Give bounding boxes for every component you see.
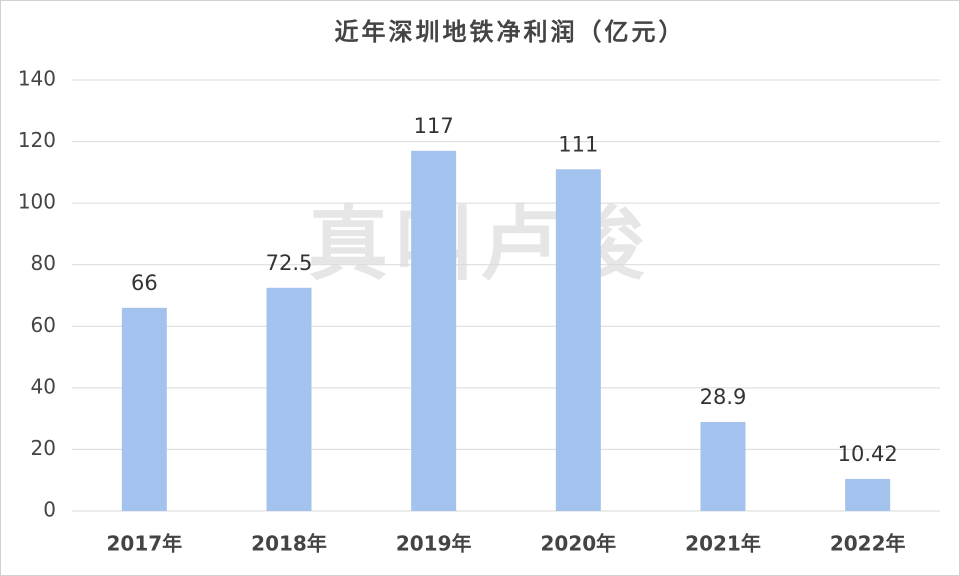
bar <box>411 150 457 512</box>
x-tick-label: 2021年 <box>685 532 761 556</box>
value-label: 117 <box>414 114 454 138</box>
value-label: 72.5 <box>266 251 313 275</box>
y-tick-label: 140 <box>18 67 56 91</box>
x-tick-label: 2018年 <box>251 532 327 556</box>
y-tick-label: 80 <box>31 251 56 275</box>
bar <box>700 422 746 511</box>
y-tick-label: 20 <box>31 436 56 460</box>
value-label: 10.42 <box>838 442 898 466</box>
y-tick-label: 0 <box>43 498 56 522</box>
x-tick-label: 2022年 <box>830 532 906 556</box>
bar <box>845 478 891 511</box>
bar <box>266 287 312 511</box>
y-tick-label: 40 <box>31 374 56 398</box>
y-tick-label: 60 <box>31 313 56 337</box>
chart-title: 近年深圳地铁净利润（亿元） <box>335 18 686 46</box>
bar <box>555 169 601 511</box>
y-tick-label: 120 <box>18 128 56 152</box>
x-tick-label: 2020年 <box>540 532 616 556</box>
x-tick-label: 2019年 <box>396 532 472 556</box>
value-label: 28.9 <box>700 385 747 409</box>
bar <box>121 307 167 511</box>
x-tick-label: 2017年 <box>106 532 182 556</box>
value-label: 66 <box>131 271 158 295</box>
value-label: 111 <box>558 132 598 156</box>
y-tick-label: 100 <box>18 190 56 214</box>
